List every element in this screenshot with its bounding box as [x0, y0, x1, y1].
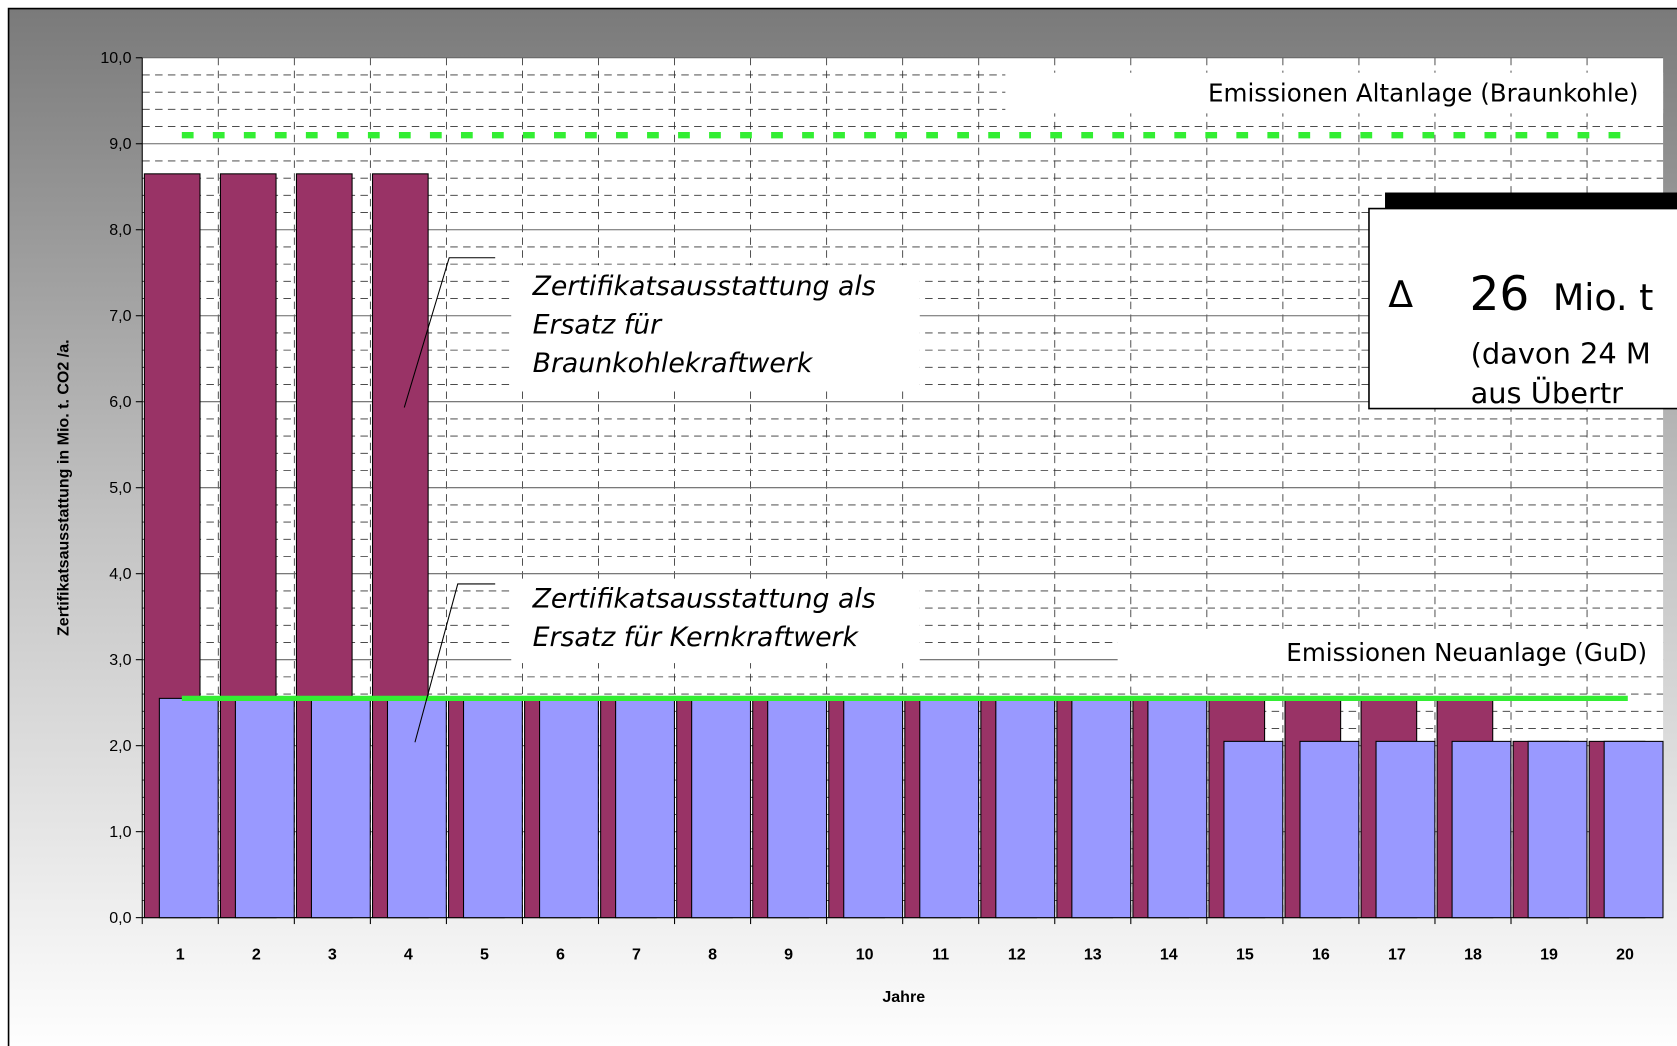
bar — [1299, 740, 1360, 919]
y-tick-label: 3,0 — [109, 651, 131, 669]
bar — [386, 697, 447, 919]
bar — [539, 697, 599, 919]
bar — [462, 697, 523, 919]
x-tick-label: 1 — [176, 945, 185, 963]
x-axis-label: Jahre — [882, 988, 925, 1006]
leader-line — [414, 583, 496, 743]
y-tick-label: 8,0 — [109, 221, 131, 239]
y-tick-label: 2,0 — [109, 737, 131, 755]
callout-line: aus Übertr — [1471, 376, 1624, 410]
annotation-text: Zertifikatsausstattung als — [532, 583, 876, 614]
x-tick-label: 5 — [480, 945, 489, 963]
callout-unit: Mio. t — [1553, 276, 1653, 319]
x-tick-label: 15 — [1236, 945, 1254, 963]
callout-line: (davon 24 M — [1471, 337, 1651, 371]
bar — [995, 697, 1056, 919]
y-tick-label: 5,0 — [109, 479, 131, 497]
reference-label: Emissionen Neuanlage (GuD) — [1286, 638, 1647, 667]
annotation-text: Braunkohlekraftwerk — [533, 348, 814, 379]
bar — [1451, 740, 1512, 919]
y-tick-label: 9,0 — [109, 135, 131, 153]
x-tick-label: 11 — [932, 945, 949, 963]
x-tick-label: 13 — [1084, 945, 1102, 963]
x-tick-label: 14 — [1160, 945, 1178, 963]
x-tick-label: 3 — [328, 945, 337, 963]
x-tick-label: 7 — [632, 945, 641, 963]
x-tick-label: 6 — [556, 945, 565, 963]
overlays: 1 2 3 4 5 6 7 8 9 10 11 12 13 14 15 16 17 18 19 20Emissione… — [141, 72, 1677, 963]
bars — [143, 173, 1664, 919]
label-box — [1117, 628, 1664, 674]
annotation-text: Ersatz für — [533, 310, 663, 341]
x-tick-label: 2 — [252, 945, 261, 963]
annotation-text: Zertifikatsausstattung als — [532, 271, 876, 302]
callout-number: 26 — [1470, 267, 1530, 322]
bar — [767, 697, 828, 919]
bar — [1603, 740, 1664, 919]
callout-symbol: Δ — [1388, 273, 1413, 316]
annotation-text: Ersatz für Kernkraftwerk — [533, 622, 860, 653]
bar — [158, 697, 219, 919]
x-tick-label: 8 — [708, 945, 717, 963]
bar — [234, 697, 295, 919]
bar — [1223, 740, 1284, 919]
x-tick-label: 17 — [1388, 945, 1406, 963]
x-tick-label: 19 — [1540, 945, 1558, 963]
y-tick-label: 4,0 — [109, 565, 131, 583]
bar — [1375, 740, 1436, 919]
bar — [843, 697, 904, 919]
annotation-box — [511, 265, 920, 391]
y-tick-label: 0,0 — [109, 909, 131, 927]
x-tick-label: 12 — [1008, 945, 1026, 963]
bar — [1527, 740, 1588, 919]
bar — [615, 697, 675, 919]
annotation-box — [511, 582, 920, 664]
x-tick-label: 18 — [1464, 945, 1482, 963]
x-tick-label: 4 — [404, 945, 413, 963]
callout: Δ 26 Mio. t (davon 24 M aus Übertr — [1368, 192, 1677, 410]
callout-box — [1368, 207, 1677, 410]
x-tick-label: 10 — [856, 945, 874, 963]
bar — [310, 697, 371, 919]
bar — [1071, 697, 1132, 919]
y-tick-label: 10,0 — [100, 49, 131, 67]
bar — [691, 697, 752, 919]
y-axis-label: Zertifikatsausstattung in Mio. t. CO2 /a… — [54, 339, 72, 636]
y-tick-label: 1,0 — [109, 823, 131, 841]
x-tick-label: 16 — [1312, 945, 1330, 963]
y-tick-label: 7,0 — [109, 307, 131, 325]
leader-line — [403, 257, 496, 408]
label-box — [1005, 72, 1664, 114]
y-tick-label: 6,0 — [109, 393, 131, 411]
x-tick-label: 20 — [1616, 945, 1634, 963]
bar — [1147, 697, 1208, 919]
x-tick-label: 9 — [784, 945, 793, 963]
bar — [919, 697, 980, 919]
reference-label: Emissionen Altanlage (Braunkohle) — [1208, 79, 1639, 108]
